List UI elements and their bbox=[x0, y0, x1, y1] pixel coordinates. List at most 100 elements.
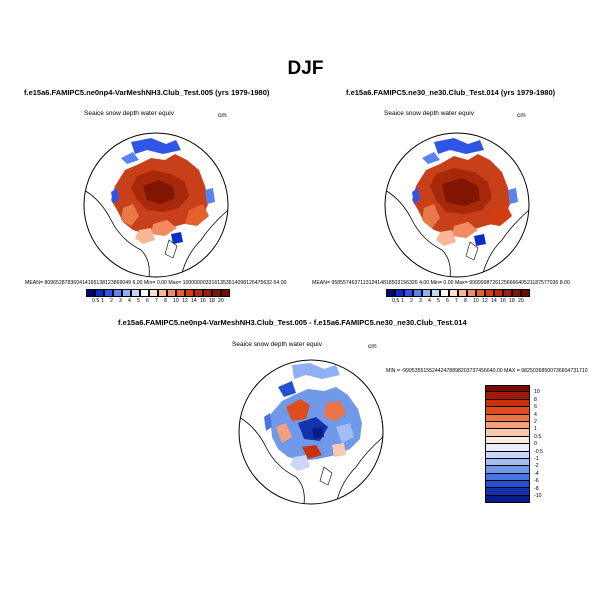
colorbar-swatch bbox=[386, 289, 395, 297]
diff-colorbar-tick-label: 10 bbox=[534, 389, 540, 396]
colorbar-swatch bbox=[422, 289, 431, 297]
diff-colorbar-tick-label: -2 bbox=[534, 463, 539, 470]
diff-colorbar-swatch bbox=[485, 488, 530, 496]
colorbar-swatch bbox=[149, 289, 158, 297]
colorbar-tick-label: 10 bbox=[473, 298, 479, 304]
diff-colorbar-swatch bbox=[485, 466, 530, 474]
colorbar-swatch bbox=[431, 289, 440, 297]
panel1-title: f.e15a6.FAMIPC5.ne0np4-VarMeshNH3.Club_T… bbox=[24, 88, 270, 97]
diff-colorbar-swatch bbox=[485, 407, 530, 415]
colorbar-tick-label: 1 bbox=[101, 298, 104, 304]
colorbar-tick-label: 2 bbox=[110, 298, 113, 304]
colorbar-tick-label: 16 bbox=[200, 298, 206, 304]
diff-colorbar-swatch bbox=[485, 495, 530, 504]
panel2-variable-label: Seaice snow depth water equiv bbox=[384, 110, 474, 117]
colorbar-swatch bbox=[194, 289, 203, 297]
colorbar-swatch bbox=[86, 289, 95, 297]
colorbar-tick-label: 20 bbox=[218, 298, 224, 304]
colorbar-swatch bbox=[449, 289, 458, 297]
panel3-stats: MIN = -99953551552442478898203737456640.… bbox=[386, 368, 588, 374]
colorbar-swatch bbox=[95, 289, 104, 297]
panel2-title: f.e15a6.FAMIPC5.ne30_ne30.Club_Test.014 … bbox=[346, 88, 556, 97]
colorbar-tick-label: 18 bbox=[509, 298, 515, 304]
colorbar-tick-label: 18 bbox=[209, 298, 215, 304]
panel2-colorbar-labels: 0.5 1 2 3 4 5 6 7 8 10 12 14 16 18 20 bbox=[386, 298, 530, 306]
panel1-stats: MEAN= 809652878360414165138123869049 6.0… bbox=[25, 280, 287, 286]
panel2-sea-ice-field bbox=[385, 138, 529, 277]
colorbar-swatch bbox=[203, 289, 212, 297]
diff-colorbar-tick-label: -4 bbox=[534, 470, 539, 477]
main-title: DJF bbox=[287, 58, 324, 79]
colorbar-tick-label: 6 bbox=[446, 298, 449, 304]
colorbar-swatch bbox=[440, 289, 449, 297]
diff-colorbar-swatch bbox=[485, 444, 530, 452]
colorbar-swatch bbox=[212, 289, 221, 297]
colorbar-swatch bbox=[158, 289, 167, 297]
diff-colorbar-tick-label: 0.5 bbox=[534, 433, 542, 440]
colorbar-swatch bbox=[485, 289, 494, 297]
colorbar-tick-label: 16 bbox=[500, 298, 506, 304]
colorbar-swatch bbox=[494, 289, 503, 297]
colorbar-swatch bbox=[458, 289, 467, 297]
colorbar-swatch bbox=[122, 289, 131, 297]
diff-colorbar-tick-label: -1 bbox=[534, 456, 539, 462]
panel3-units-label: cm bbox=[368, 343, 377, 350]
diff-colorbar-swatch bbox=[485, 458, 530, 467]
diff-colorbar-tick-label: 1 bbox=[534, 426, 537, 433]
diff-colorbar-swatch bbox=[485, 399, 530, 408]
panel1-map-border bbox=[83, 132, 229, 278]
panel3-colorbar bbox=[485, 385, 530, 504]
diff-colorbar-swatch bbox=[485, 414, 530, 422]
colorbar-tick-label: 4 bbox=[428, 298, 431, 304]
panel1-units-label: cm bbox=[218, 112, 227, 119]
panel2-stats: MEAN= 958557463711312414818503156326 4.0… bbox=[312, 280, 570, 286]
colorbar-tick-label: 3 bbox=[419, 298, 422, 304]
colorbar-tick-label: 8 bbox=[464, 298, 467, 304]
colorbar-swatch bbox=[503, 289, 512, 297]
diff-colorbar-tick-label: 8 bbox=[534, 396, 537, 403]
colorbar-swatch bbox=[185, 289, 194, 297]
panel1-colorbar-labels: 0.5 1 2 3 4 5 6 7 8 10 12 14 16 18 20 bbox=[86, 298, 230, 306]
colorbar-swatch bbox=[167, 289, 176, 297]
panel2-polar-map bbox=[384, 132, 530, 278]
diff-colorbar-swatch bbox=[485, 385, 530, 393]
colorbar-tick-label: 10 bbox=[173, 298, 179, 304]
colorbar-swatch bbox=[140, 289, 149, 297]
colorbar-tick-label: 12 bbox=[482, 298, 488, 304]
panel1-sea-ice-field bbox=[84, 138, 228, 277]
panel2-units-label: cm bbox=[517, 112, 526, 119]
panel3-variable-label: Seaice snow depth water equiv bbox=[232, 341, 322, 348]
colorbar-tick-label: 3 bbox=[119, 298, 122, 304]
panel3-title: f.e15a6.FAMIPC5.ne0np4-VarMeshNH3.Club_T… bbox=[118, 318, 467, 327]
colorbar-tick-label: 2 bbox=[410, 298, 413, 304]
panel1-polar-map bbox=[83, 132, 229, 278]
colorbar-tick-label: 5 bbox=[137, 298, 140, 304]
diff-colorbar-swatch bbox=[485, 421, 530, 430]
diff-colorbar-swatch bbox=[485, 392, 530, 400]
colorbar-swatch bbox=[176, 289, 185, 297]
diff-colorbar-tick-label: 4 bbox=[534, 411, 537, 418]
diff-colorbar-swatch bbox=[485, 473, 530, 482]
colorbar-tick-label: 5 bbox=[437, 298, 440, 304]
diff-colorbar-swatch bbox=[485, 429, 530, 437]
diff-colorbar-tick-label: -8 bbox=[534, 485, 539, 492]
colorbar-tick-label: 4 bbox=[128, 298, 131, 304]
colorbar-swatch bbox=[113, 289, 122, 297]
colorbar-tick-label: 6 bbox=[146, 298, 149, 304]
diff-colorbar-swatch bbox=[485, 451, 530, 459]
colorbar-swatch bbox=[104, 289, 113, 297]
colorbar-tick-label: 0.5 bbox=[92, 298, 100, 304]
colorbar-tick-label: 8 bbox=[164, 298, 167, 304]
colorbar-swatch bbox=[521, 289, 530, 297]
colorbar-tick-label: 12 bbox=[182, 298, 188, 304]
colorbar-swatch bbox=[467, 289, 476, 297]
panel1-colorbar bbox=[86, 289, 230, 297]
colorbar-tick-label: 14 bbox=[491, 298, 497, 304]
colorbar-swatch bbox=[413, 289, 422, 297]
diff-colorbar-swatch bbox=[485, 436, 530, 445]
colorbar-tick-label: 20 bbox=[518, 298, 524, 304]
colorbar-swatch bbox=[476, 289, 485, 297]
colorbar-tick-label: 0.5 bbox=[392, 298, 400, 304]
diff-colorbar-tick-label: 2 bbox=[534, 419, 537, 425]
diff-colorbar-tick-label: -0.5 bbox=[534, 448, 543, 455]
